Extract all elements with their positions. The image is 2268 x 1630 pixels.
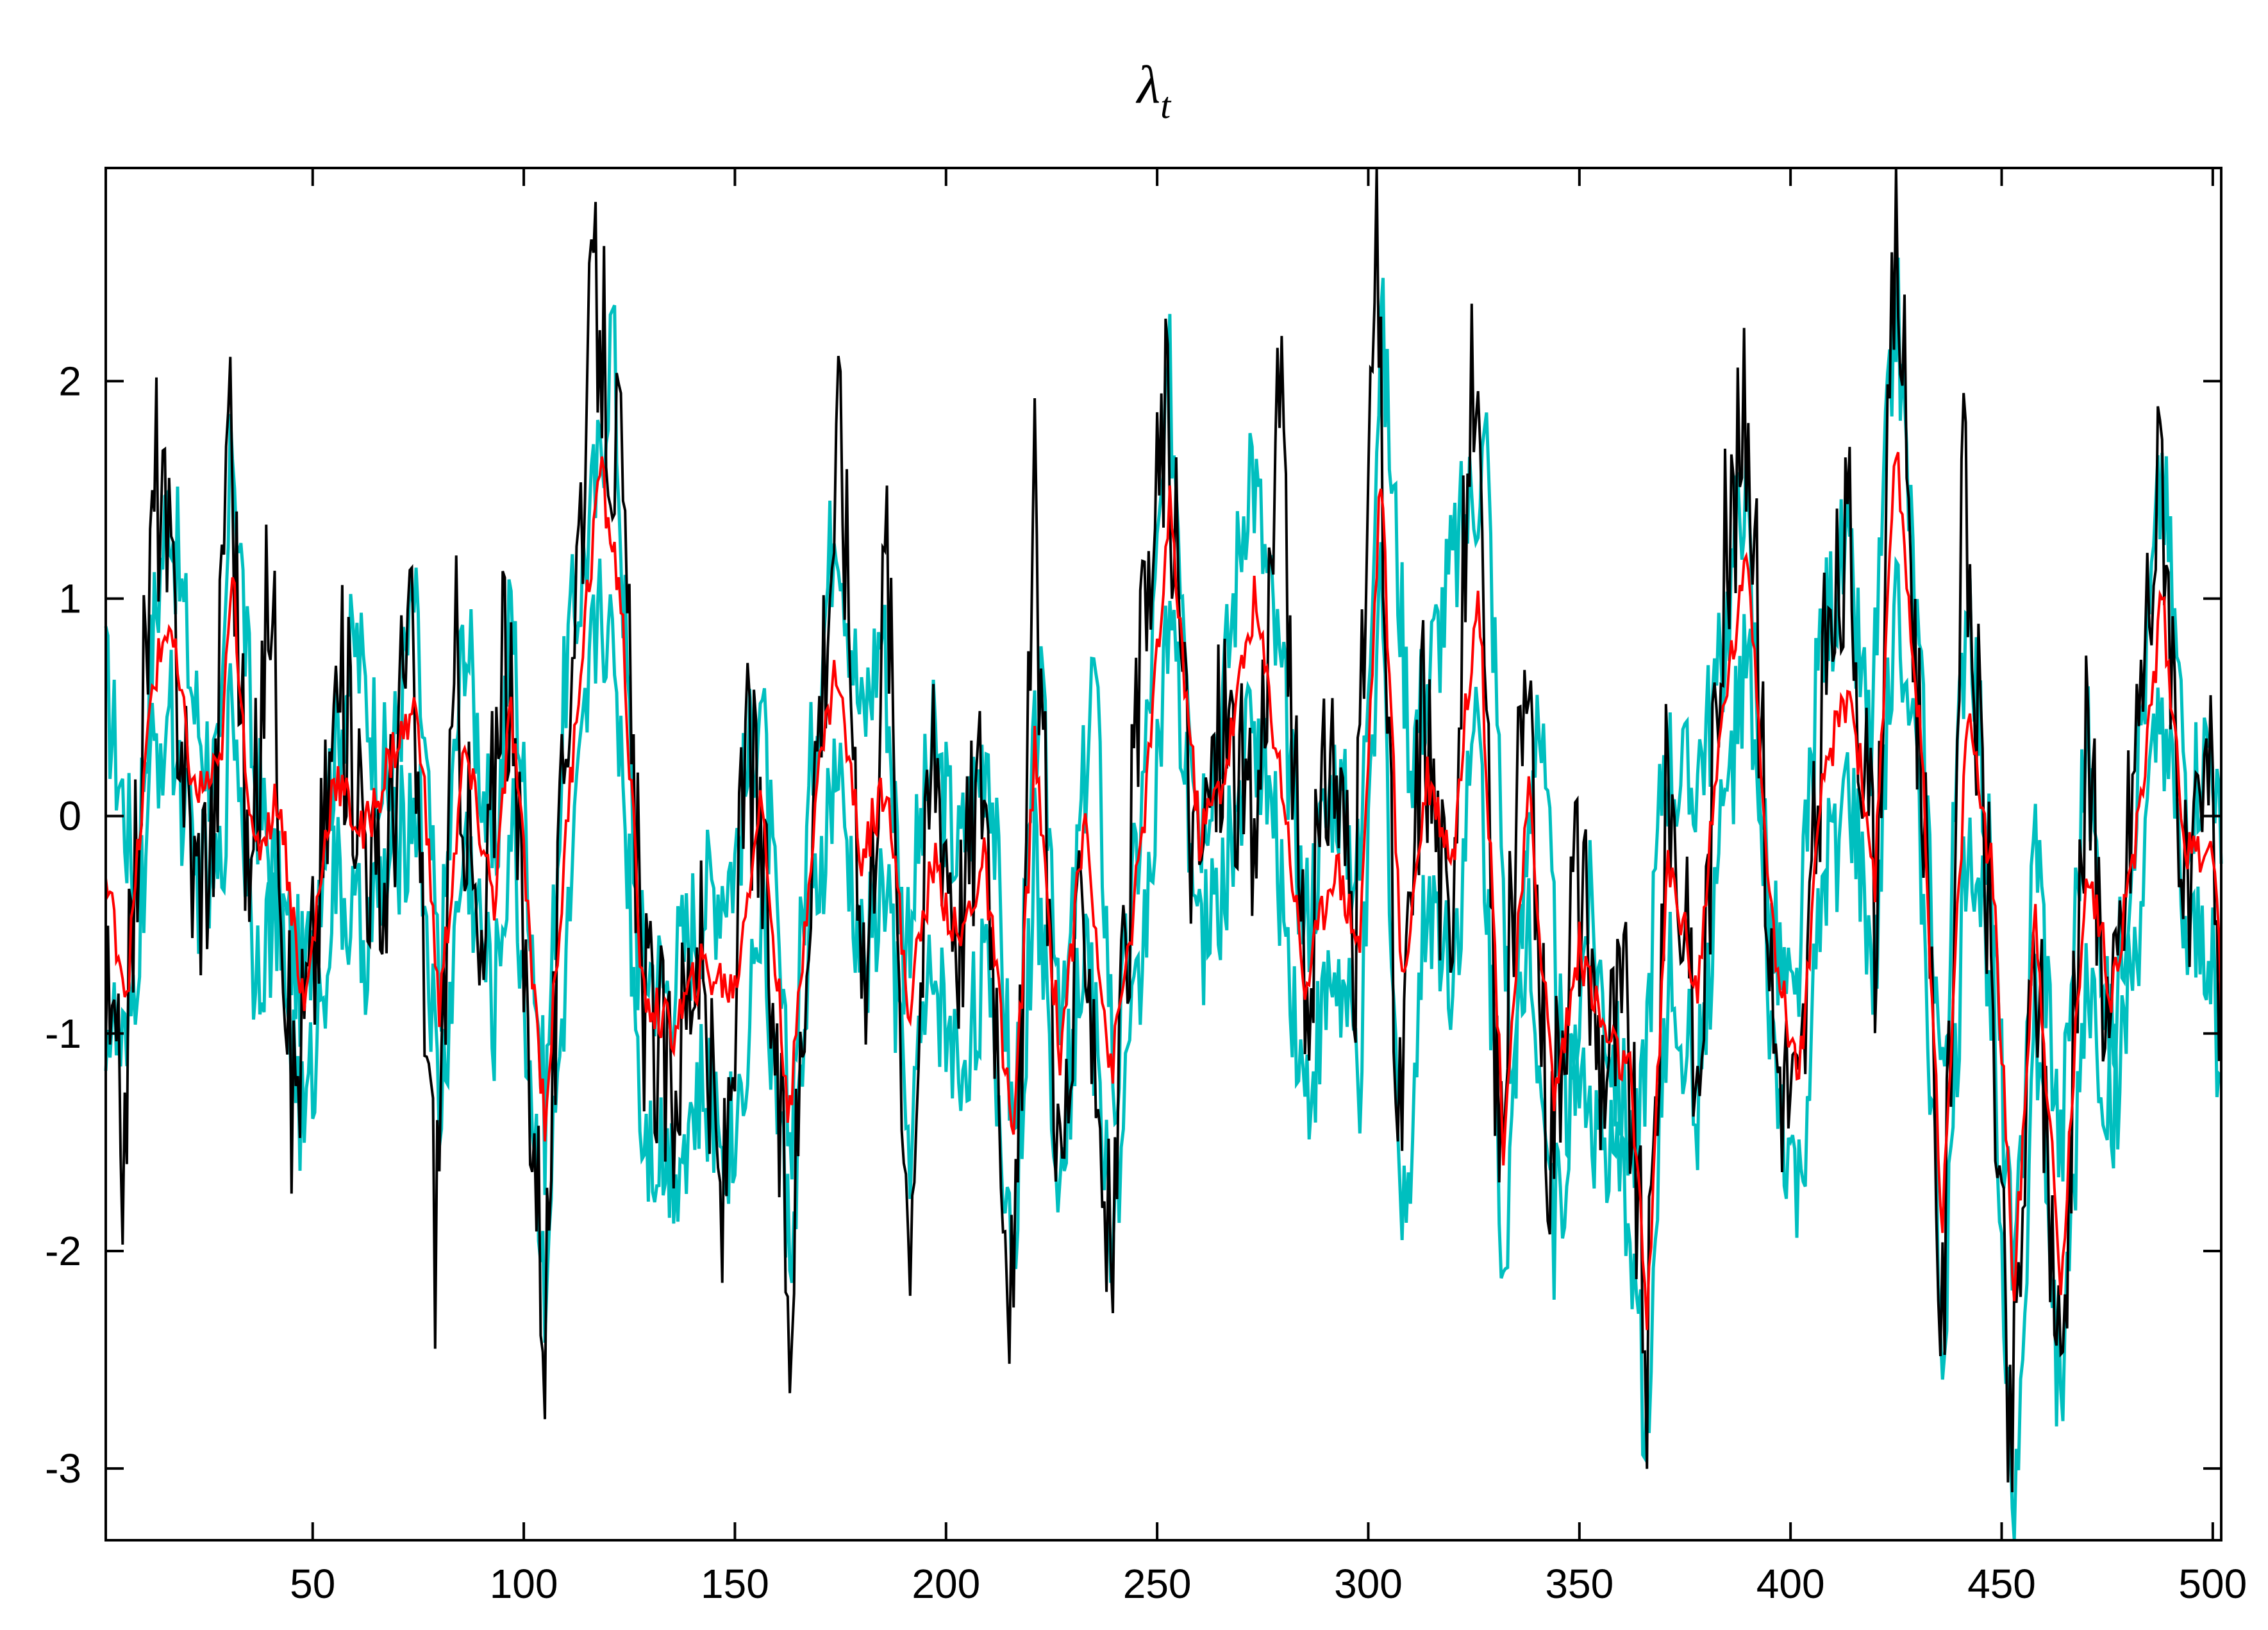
- x-tick-label: 150: [701, 1561, 769, 1607]
- plot-area-frame: [104, 167, 2222, 1542]
- y-tick-label: 1: [58, 576, 81, 622]
- y-tick-label: -1: [45, 1011, 81, 1057]
- x-tick-label: 450: [1967, 1561, 2036, 1607]
- x-tick-label: 50: [290, 1561, 335, 1607]
- series-layer: [104, 167, 2223, 1541]
- x-tick-label: 300: [1334, 1561, 1403, 1607]
- x-tick-label: 250: [1123, 1561, 1192, 1607]
- chart-title: λt: [1135, 55, 1172, 126]
- x-tick-label: 400: [1756, 1561, 1825, 1607]
- x-tick-label: 350: [1545, 1561, 1613, 1607]
- x-tick-label: 200: [912, 1561, 980, 1607]
- series-line-mean: [104, 451, 2222, 1331]
- series-line-band-lower: [104, 542, 2222, 1541]
- y-tick-label: -3: [45, 1445, 81, 1491]
- y-tick-label: -2: [45, 1228, 81, 1274]
- y-tick-label: 0: [58, 793, 81, 839]
- tick-layer: 50 100 150 200 250 300 350 400 450 500 -3 -2 -1 0 1 2: [45, 168, 2247, 1607]
- x-tick-label: 100: [490, 1561, 558, 1607]
- y-tick-label: 2: [58, 358, 81, 404]
- series-line-observed: [104, 167, 2222, 1493]
- x-tick-label: 500: [2178, 1561, 2247, 1607]
